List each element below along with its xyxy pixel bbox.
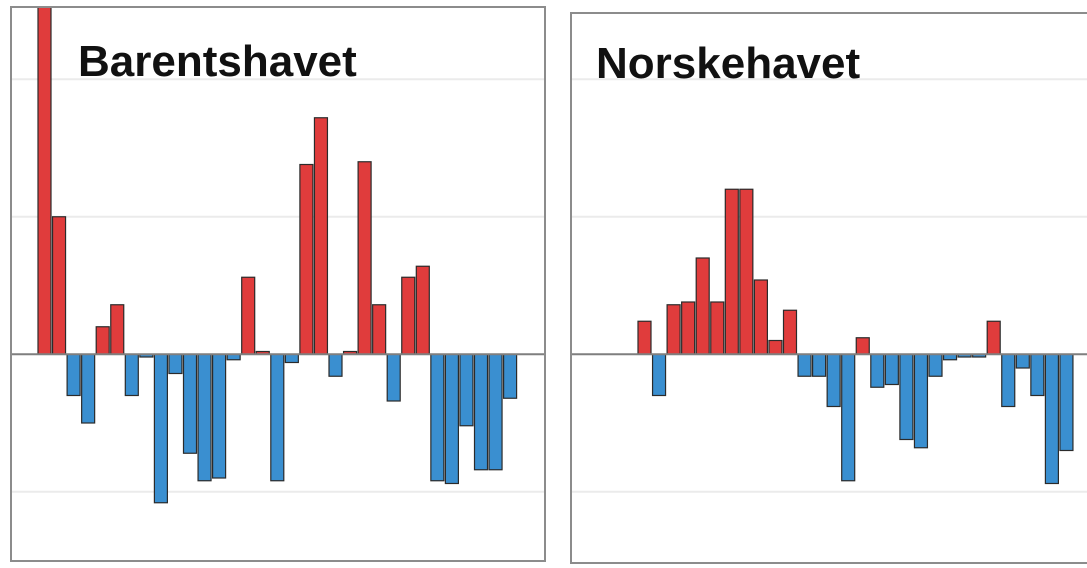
bar-negative — [1059, 353, 1074, 452]
bar-negative — [430, 353, 445, 482]
bar-negative — [153, 353, 168, 504]
bar-negative — [1044, 353, 1059, 485]
chart-plot-norskehavet — [572, 78, 1087, 493]
bar-positive — [782, 309, 798, 355]
bar-positive — [51, 216, 67, 355]
bar-positive — [855, 337, 870, 355]
bar-negative — [928, 353, 943, 377]
bar-positive — [401, 276, 416, 355]
bar-positive — [313, 117, 329, 355]
bar-positive — [739, 188, 754, 355]
bar-negative — [841, 353, 856, 482]
bar-negative — [1015, 353, 1030, 369]
bar-positive — [110, 304, 125, 355]
bar-negative — [503, 353, 518, 399]
bar-negative — [212, 353, 227, 479]
bar-negative — [168, 353, 183, 375]
bar-negative — [913, 353, 929, 449]
bar-positive — [768, 339, 783, 355]
bar-negative — [651, 353, 667, 397]
bar-negative — [284, 353, 299, 364]
chart-panel-barentshavet: Barentshavet — [10, 6, 546, 562]
bar-negative — [66, 353, 81, 397]
bar-negative — [812, 353, 827, 377]
bar-negative — [386, 353, 401, 402]
bar-positive — [695, 257, 710, 355]
bar-positive — [681, 301, 696, 355]
bar-positive — [986, 320, 1001, 355]
bar-positive — [37, 8, 52, 355]
bar-positive — [372, 304, 387, 355]
bar-negative — [797, 353, 812, 377]
bar-negative — [444, 353, 459, 485]
chart-title: Norskehavet — [596, 39, 861, 88]
bar-positive — [95, 326, 110, 355]
bar-positive — [299, 163, 314, 355]
bar-negative — [1001, 353, 1016, 408]
bar-negative — [81, 353, 96, 424]
chart-panel-norskehavet: Norskehavet — [570, 12, 1087, 564]
bar-negative — [328, 353, 343, 377]
bar-positive — [666, 304, 681, 355]
bar-positive — [357, 161, 372, 355]
bar-negative — [124, 353, 139, 397]
bar-positive — [753, 279, 768, 355]
bar-negative — [870, 353, 885, 388]
bar-negative — [270, 353, 285, 482]
bar-negative — [826, 353, 841, 408]
bar-negative — [197, 353, 212, 482]
bar-positive — [241, 276, 256, 355]
bar-negative — [899, 353, 914, 441]
bar-negative — [182, 353, 198, 454]
bar-negative — [473, 353, 489, 471]
bar-negative — [488, 353, 503, 471]
bar-positive — [710, 301, 725, 355]
bar-negative — [884, 353, 899, 386]
bar-positive — [637, 320, 652, 355]
bar-positive — [724, 188, 739, 355]
chart-title: Barentshavet — [78, 37, 357, 86]
chart-plot-barentshavet — [12, 8, 544, 504]
bar-negative — [459, 353, 474, 427]
bar-negative — [1030, 353, 1045, 397]
bar-positive — [415, 265, 430, 355]
